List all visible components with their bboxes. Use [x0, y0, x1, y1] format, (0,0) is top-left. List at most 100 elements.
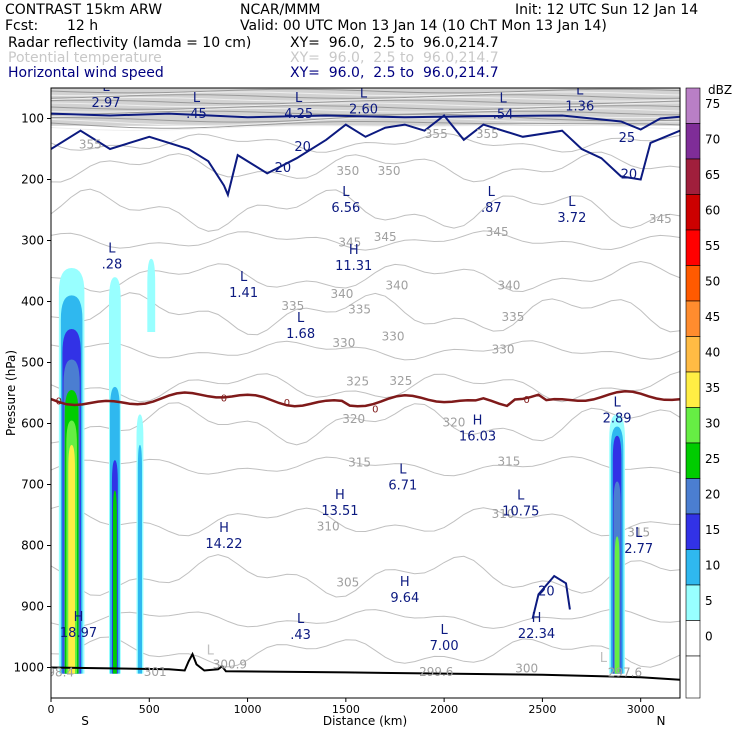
stratosphere-contour: [51, 102, 680, 108]
field-xy-reflectivity: XY= 96.0, 2.5 to 96.0,214.7: [290, 35, 499, 51]
extremum-value: 1.68: [286, 327, 315, 342]
wind-contour-label: 25: [619, 131, 636, 146]
extremum-marker: L: [108, 242, 116, 257]
colorbar-swatch: [685, 229, 701, 266]
theta-contour-label: 315: [348, 456, 371, 470]
theta-contours: [51, 132, 680, 668]
extremum-marker: H: [219, 521, 229, 536]
colorbar-swatch: [685, 549, 701, 586]
colorbar-swatch: [685, 655, 701, 699]
y-tick-label: 500: [21, 356, 44, 370]
freezing-level-contour: [51, 389, 680, 408]
extremum-value: .43: [290, 628, 311, 643]
theta-contour-label: 310: [492, 507, 515, 521]
extremum-marker: H: [400, 575, 410, 590]
stratosphere-contour: [51, 91, 680, 97]
theta-contour: [51, 340, 680, 361]
stratosphere-contour: [51, 94, 680, 99]
theta-contour-label: 350: [336, 164, 359, 178]
freezing-contour-label: 0: [56, 396, 62, 407]
freezing-contour-label: 0: [221, 393, 227, 404]
extremum-value: 1.41: [229, 286, 258, 301]
wind-contour: [531, 574, 571, 619]
theta-contour: [51, 151, 680, 183]
y-tick-label: 200: [21, 173, 44, 187]
theta-contour: [51, 260, 680, 293]
extremum-marker: H: [349, 243, 359, 258]
colorbar-swatch: [685, 300, 701, 337]
stratosphere-contour: [51, 121, 680, 129]
theta-contour-label: 330: [492, 343, 515, 357]
theta-contour-label: 330: [332, 336, 355, 350]
x-axis-title: Distance (km): [323, 714, 407, 728]
theta-contour: [51, 554, 680, 598]
colorbar-tick-label: 25: [705, 452, 720, 466]
wind-contour-label: 20: [294, 140, 311, 155]
theta-contour-label: 330: [382, 329, 405, 343]
extremum-value: 2.89: [603, 411, 632, 426]
extremum-marker: L: [102, 80, 110, 95]
theta-contour-label: 301: [144, 665, 167, 679]
y-tick-label: 600: [21, 417, 44, 431]
wind-contours: [51, 112, 680, 619]
extremum-value: 18.97: [60, 626, 97, 641]
colorbar-swatch: [685, 478, 701, 515]
theta-contour-label: 297.6: [608, 665, 642, 679]
extremum-marker: L: [568, 195, 576, 210]
terrain-profile: [51, 651, 680, 681]
colorbar-swatch: [685, 158, 701, 195]
reflectivity-cell: [147, 258, 156, 332]
extremum-value: 16.03: [459, 430, 496, 445]
extremum-marker: L: [441, 623, 449, 638]
theta-contour-label: 300.9: [213, 657, 247, 671]
extremum-marker: L: [360, 87, 368, 102]
theta-contour: [51, 402, 680, 446]
colorbar-tick-label: 15: [705, 523, 720, 537]
extremum-value: 6.56: [331, 201, 360, 216]
colorbar-tick-label: 75: [705, 97, 720, 111]
extremum-marker: H: [473, 414, 483, 429]
reflectivity-cell: [112, 490, 117, 674]
x-tick-label: 3000: [627, 703, 655, 716]
x-tick-label: 1000: [234, 703, 262, 716]
wind-contour-label: 20: [275, 161, 292, 176]
colorbar-swatch: [685, 194, 701, 231]
colorbar-tick-label: 55: [705, 239, 720, 253]
extremum-marker: L: [342, 185, 350, 200]
theta-contour-label: 345: [338, 235, 361, 249]
extremum-value: 2.77: [624, 542, 653, 557]
extremum-marker: L: [297, 311, 305, 326]
forecast-label: Fcst:: [5, 18, 39, 34]
theta-contour-label: 325: [389, 374, 412, 388]
extremum-marker: L: [488, 185, 496, 200]
colorbar-swatch: [685, 442, 701, 479]
theta-contour-label: 355: [476, 127, 499, 141]
extremum-marker: L: [499, 91, 507, 106]
theta-contour: [51, 608, 680, 629]
y-tick-label: 900: [21, 600, 44, 614]
stratosphere-contour: [51, 88, 680, 94]
colorbar-swatch: [685, 336, 701, 373]
colorbar-tick-label: 20: [705, 488, 720, 502]
theta-contour: [51, 456, 680, 477]
reflectivity-cells: [58, 258, 625, 674]
extremum-value: 9.64: [390, 591, 419, 606]
reflectivity-cell: [68, 444, 75, 674]
colorbar-tick-label: 50: [705, 275, 720, 289]
extremum-value: 3.72: [557, 211, 586, 226]
extremum-marker: H: [335, 488, 345, 503]
theta-contour-label: 335: [501, 310, 524, 324]
field-xy-theta: XY= 96.0, 2.5 to 96.0,214.7: [290, 50, 499, 66]
model-title: CONTRAST 15km ARW: [5, 2, 163, 18]
theta-contour: [51, 188, 680, 232]
y-tick-label: 800: [21, 539, 44, 553]
stratosphere-contour: [51, 99, 680, 105]
colorbar-swatch: [685, 371, 701, 408]
theta-contour-label: 315: [627, 526, 650, 540]
theta-contour-label: 305: [336, 576, 359, 590]
extremum-value: .28: [102, 258, 123, 273]
colorbar-swatch: [685, 620, 701, 657]
x-tick-label: 500: [139, 703, 160, 716]
